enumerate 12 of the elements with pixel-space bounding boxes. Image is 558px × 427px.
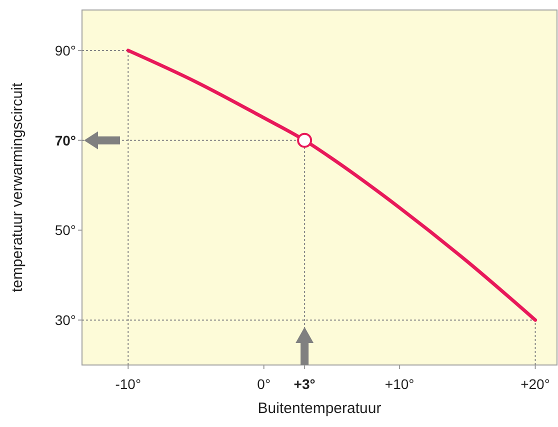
x-tick-label: +20° — [520, 376, 550, 392]
x-tick-label: +10° — [384, 376, 414, 392]
y-axis-title: temperatuur verwarmingscircuit — [9, 82, 26, 292]
x-tick-label: 0° — [257, 376, 271, 392]
line-series — [126, 48, 538, 322]
x-tick-label: -10° — [115, 376, 142, 392]
y-tick-label: 90° — [54, 42, 76, 58]
y-tick-label: 50° — [54, 222, 76, 238]
x-axis-title: Buitentemperatuur — [258, 400, 382, 417]
y-tick-label: 70° — [54, 132, 76, 148]
x-tick-label: +3° — [294, 376, 316, 392]
y-tick-label: 30° — [54, 312, 76, 328]
